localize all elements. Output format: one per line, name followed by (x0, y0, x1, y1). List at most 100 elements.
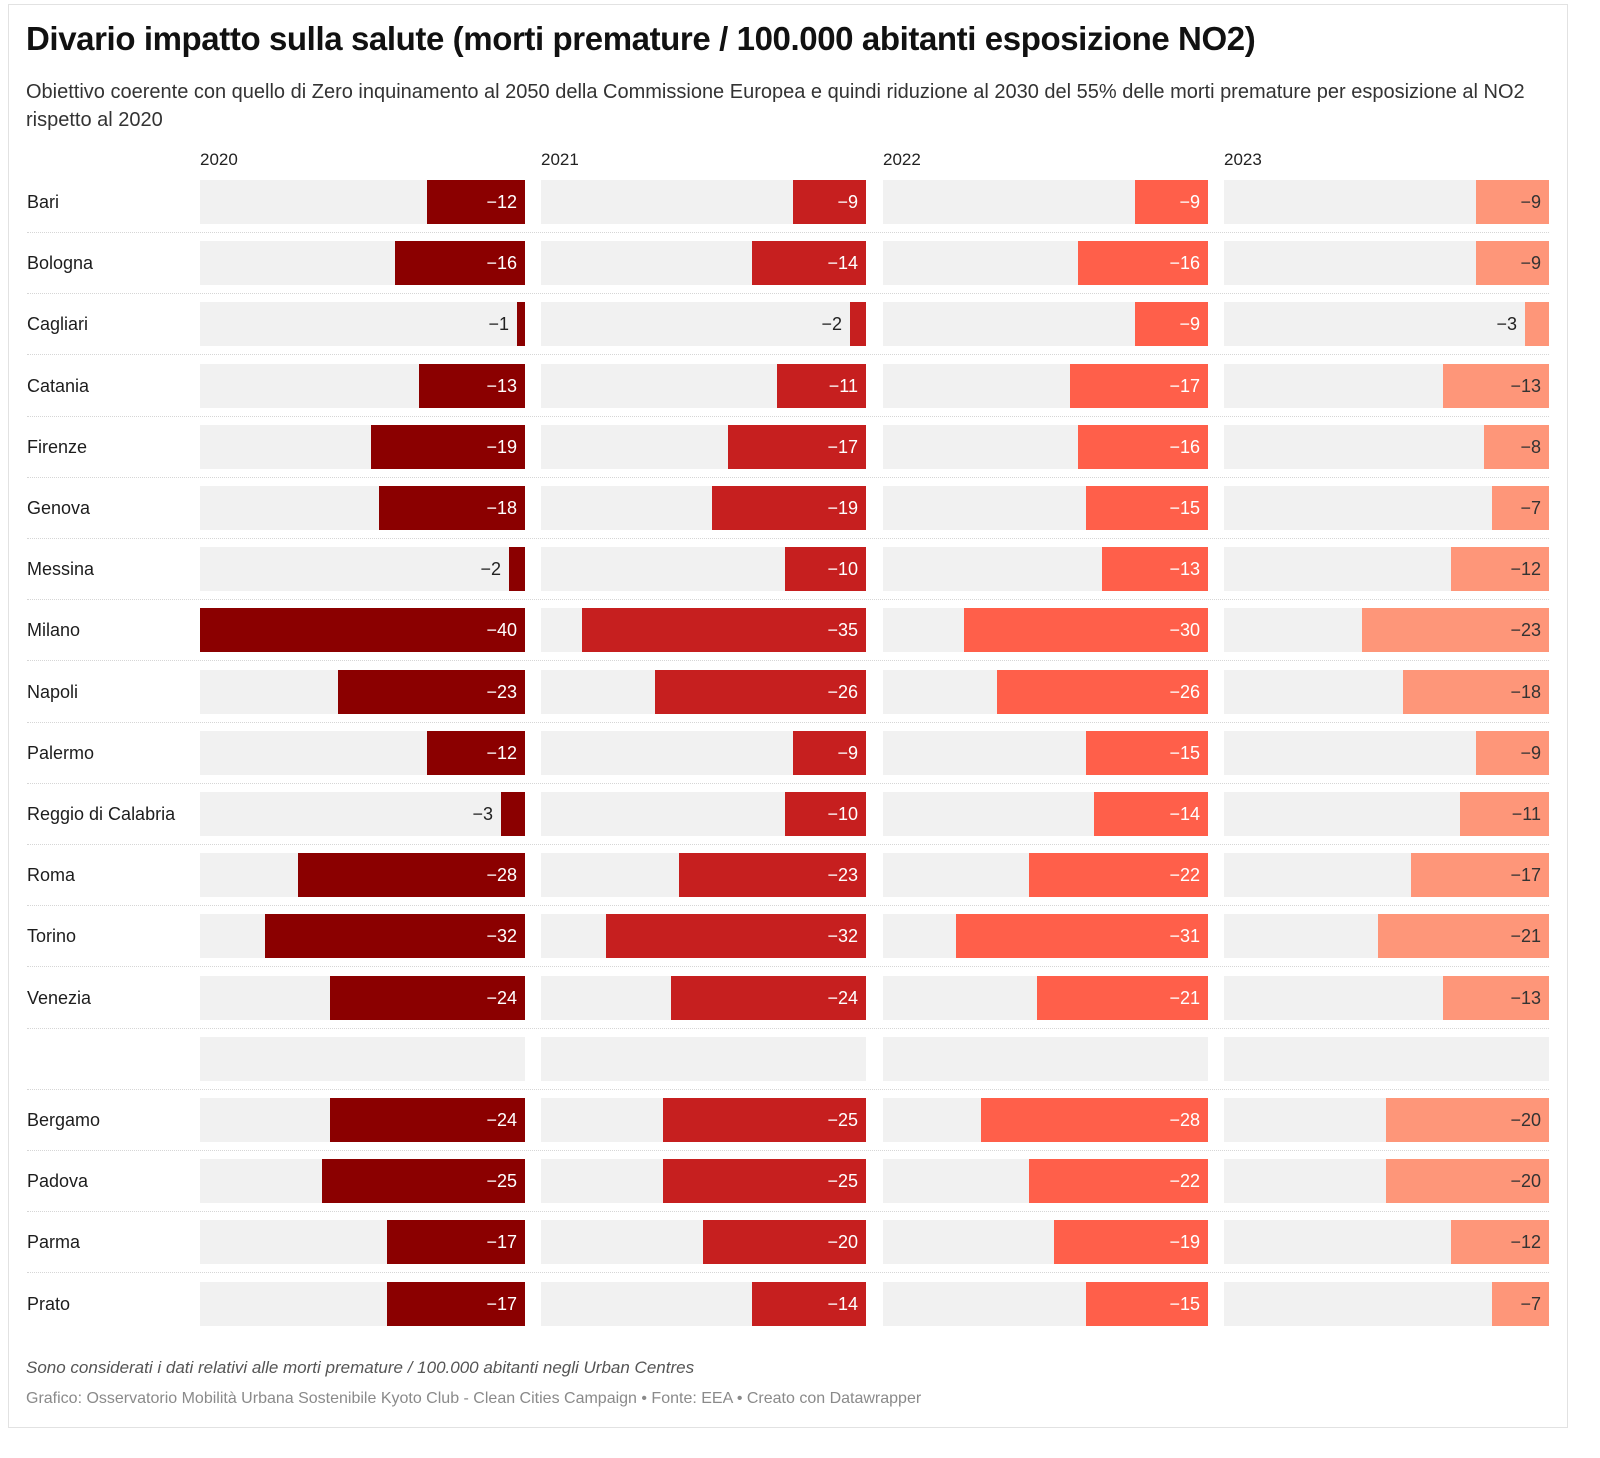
data-label: −19 (1169, 1232, 1200, 1253)
data-label: −21 (1169, 987, 1200, 1008)
data-label: −11 (1511, 804, 1541, 824)
row-label: Padova (27, 1171, 89, 1192)
row-separator (27, 476, 1549, 478)
bar-2023 (1362, 608, 1549, 653)
data-label: −22 (1169, 1171, 1200, 1192)
bar-background (883, 1036, 1208, 1081)
bar-2020 (387, 1281, 525, 1326)
data-label: −25 (486, 1171, 517, 1192)
row-separator (27, 354, 1549, 356)
bar-2021 (663, 1098, 866, 1142)
data-label: −26 (1169, 681, 1200, 702)
row-separator (27, 1027, 1549, 1029)
data-label: −7 (1520, 1293, 1541, 1314)
bar-2021 (785, 547, 866, 592)
bar-2021 (712, 486, 866, 530)
chart-notes: Sono considerati i dati relativi alle mo… (26, 1358, 695, 1377)
data-label: −23 (1510, 620, 1541, 641)
data-label: −10 (827, 559, 858, 580)
column-header-2020: 2020 (200, 150, 238, 169)
bar-2022 (1094, 792, 1208, 836)
bar-2020 (517, 302, 525, 347)
column-header-2022: 2022 (883, 150, 921, 169)
data-label: −40 (486, 620, 517, 641)
data-label: −16 (1169, 253, 1200, 274)
row-label: Messina (27, 559, 95, 580)
data-label: −12 (1510, 1232, 1541, 1253)
data-label: −14 (827, 1293, 858, 1314)
bar-2020 (265, 914, 525, 959)
bar-2022 (1029, 853, 1208, 898)
data-label: −21 (1510, 926, 1541, 947)
row-separator (27, 1150, 1549, 1151)
data-label: −32 (827, 926, 858, 947)
bar-2021 (752, 241, 866, 286)
data-label: −17 (486, 1293, 517, 1314)
data-label: −8 (1520, 436, 1541, 457)
row-label: Bologna (27, 253, 94, 274)
bar-2022 (1086, 486, 1208, 530)
bar-2023 (1492, 486, 1549, 530)
row-label: Prato (27, 1293, 71, 1314)
bar-2021 (777, 363, 866, 408)
row-separator (27, 293, 1549, 295)
bar-2021 (785, 792, 866, 836)
data-label: −16 (1169, 436, 1200, 457)
row-label: Catania (27, 375, 90, 396)
data-label: −28 (1169, 1110, 1200, 1130)
data-label: −24 (486, 987, 517, 1008)
column-header-2021: 2021 (541, 150, 579, 169)
row-label: Bergamo (27, 1110, 101, 1130)
data-label: −13 (1510, 987, 1541, 1008)
data-label: −2 (480, 559, 501, 580)
bar-2023 (1492, 1281, 1549, 1326)
bar-2020 (200, 608, 525, 653)
data-label: −20 (1510, 1110, 1541, 1130)
bar-2023 (1476, 241, 1549, 286)
data-label: −19 (486, 436, 517, 457)
bar-2023 (1386, 1159, 1549, 1204)
bar-2023 (1476, 730, 1549, 775)
data-label: −26 (827, 681, 858, 702)
bar-background (541, 1036, 866, 1081)
bar-background (200, 547, 525, 592)
data-label: −3 (472, 804, 493, 824)
row-separator (27, 721, 1549, 723)
row-label: Palermo (27, 742, 95, 763)
data-label: −32 (486, 926, 517, 947)
data-label: −24 (486, 1110, 517, 1130)
bar-2023 (1378, 914, 1549, 959)
row-separator (27, 232, 1549, 233)
data-label: −9 (837, 192, 858, 212)
data-label: −25 (827, 1110, 858, 1130)
row-label: Venezia (27, 987, 92, 1008)
row-separator (27, 966, 1549, 968)
row-label: Cagliari (27, 314, 89, 335)
bar-2020 (322, 1159, 525, 1204)
bar-2022 (1078, 424, 1208, 469)
bar-2021 (606, 914, 866, 959)
data-label: −23 (486, 681, 517, 702)
bar-2020 (509, 547, 525, 592)
bar-background (541, 302, 866, 347)
bar-2021 (752, 1281, 866, 1326)
data-label: −30 (1169, 620, 1200, 641)
row-separator (27, 844, 1549, 845)
bar-2020 (501, 792, 525, 836)
data-label: −12 (1510, 559, 1541, 580)
bar-2023 (1451, 547, 1549, 592)
bar-2022 (1086, 730, 1208, 775)
bar-2023 (1443, 363, 1549, 408)
bar-2020 (371, 424, 525, 469)
bar-background (1224, 302, 1549, 347)
data-label: −9 (837, 742, 858, 763)
data-label: −17 (1169, 375, 1200, 396)
data-label: −3 (1496, 314, 1517, 335)
bar-2020 (330, 975, 525, 1020)
row-label: Milano (27, 620, 81, 641)
row-separator (27, 1211, 1549, 1213)
data-label: −9 (1179, 314, 1200, 335)
row-label: Genova (27, 498, 91, 518)
data-label: −24 (827, 987, 858, 1008)
bar-2023 (1386, 1098, 1549, 1142)
